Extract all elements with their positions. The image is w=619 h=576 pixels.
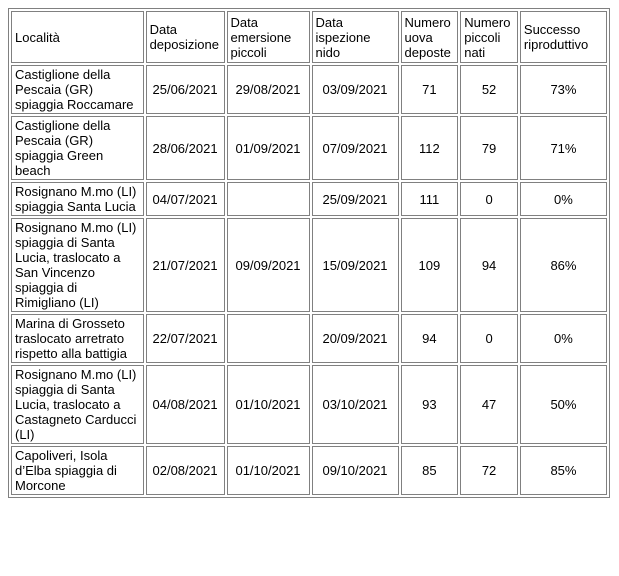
header-row: Località Data deposizione Data emersione…: [11, 11, 607, 63]
eggs-count-cell: 94: [400, 314, 459, 363]
deposition-date-cell: 04/07/2021: [145, 182, 225, 216]
success-rate-cell: 85%: [519, 446, 607, 495]
eggs-count-cell: 71: [400, 65, 459, 114]
inspection-date-cell: 15/09/2021: [311, 218, 399, 312]
success-rate-cell: 0%: [519, 182, 607, 216]
header-inspection-date: Data ispezione nido: [311, 11, 399, 63]
deposition-date-cell: 28/06/2021: [145, 116, 225, 180]
table-row: Rosignano M.mo (LI) spiaggia Santa Lucia…: [11, 182, 607, 216]
eggs-count-cell: 109: [400, 218, 459, 312]
header-success-rate: Successo riproduttivo: [519, 11, 607, 63]
inspection-date-cell: 03/09/2021: [311, 65, 399, 114]
success-rate-cell: 50%: [519, 365, 607, 444]
header-hatchlings-count: Numero piccoli nati: [460, 11, 518, 63]
emergence-date-cell: [226, 314, 310, 363]
success-rate-cell: 73%: [519, 65, 607, 114]
emergence-date-cell: 01/09/2021: [226, 116, 310, 180]
table-row: Castiglione della Pescaia (GR) spiaggia …: [11, 116, 607, 180]
success-rate-cell: 71%: [519, 116, 607, 180]
table-row: Castiglione della Pescaia (GR) spiaggia …: [11, 65, 607, 114]
emergence-date-cell: [226, 182, 310, 216]
deposition-date-cell: 04/08/2021: [145, 365, 225, 444]
hatchlings-count-cell: 0: [460, 182, 518, 216]
header-locality: Località: [11, 11, 144, 63]
inspection-date-cell: 09/10/2021: [311, 446, 399, 495]
hatchlings-count-cell: 47: [460, 365, 518, 444]
locality-cell: Castiglione della Pescaia (GR) spiaggia …: [11, 116, 144, 180]
success-rate-cell: 86%: [519, 218, 607, 312]
hatchlings-count-cell: 72: [460, 446, 518, 495]
deposition-date-cell: 21/07/2021: [145, 218, 225, 312]
locality-cell: Rosignano M.mo (LI) spiaggia di Santa Lu…: [11, 218, 144, 312]
nesting-results-table: Località Data deposizione Data emersione…: [8, 8, 610, 498]
success-rate-cell: 0%: [519, 314, 607, 363]
locality-cell: Rosignano M.mo (LI) spiaggia di Santa Lu…: [11, 365, 144, 444]
eggs-count-cell: 85: [400, 446, 459, 495]
locality-cell: Castiglione della Pescaia (GR) spiaggia …: [11, 65, 144, 114]
table-row: Rosignano M.mo (LI) spiaggia di Santa Lu…: [11, 365, 607, 444]
deposition-date-cell: 02/08/2021: [145, 446, 225, 495]
locality-cell: Capoliveri, Isola d’Elba spiaggia di Mor…: [11, 446, 144, 495]
hatchlings-count-cell: 0: [460, 314, 518, 363]
eggs-count-cell: 112: [400, 116, 459, 180]
emergence-date-cell: 29/08/2021: [226, 65, 310, 114]
hatchlings-count-cell: 79: [460, 116, 518, 180]
hatchlings-count-cell: 94: [460, 218, 518, 312]
deposition-date-cell: 25/06/2021: [145, 65, 225, 114]
table-row: Rosignano M.mo (LI) spiaggia di Santa Lu…: [11, 218, 607, 312]
table-row: Marina di Grosseto traslocato arretrato …: [11, 314, 607, 363]
emergence-date-cell: 01/10/2021: [226, 446, 310, 495]
inspection-date-cell: 25/09/2021: [311, 182, 399, 216]
eggs-count-cell: 111: [400, 182, 459, 216]
inspection-date-cell: 03/10/2021: [311, 365, 399, 444]
header-emergence-date: Data emersione piccoli: [226, 11, 310, 63]
deposition-date-cell: 22/07/2021: [145, 314, 225, 363]
eggs-count-cell: 93: [400, 365, 459, 444]
locality-cell: Marina di Grosseto traslocato arretrato …: [11, 314, 144, 363]
header-deposition-date: Data deposizione: [145, 11, 225, 63]
emergence-date-cell: 09/09/2021: [226, 218, 310, 312]
hatchlings-count-cell: 52: [460, 65, 518, 114]
table-row: Capoliveri, Isola d’Elba spiaggia di Mor…: [11, 446, 607, 495]
inspection-date-cell: 07/09/2021: [311, 116, 399, 180]
locality-cell: Rosignano M.mo (LI) spiaggia Santa Lucia: [11, 182, 144, 216]
emergence-date-cell: 01/10/2021: [226, 365, 310, 444]
inspection-date-cell: 20/09/2021: [311, 314, 399, 363]
header-eggs-count: Numero uova deposte: [400, 11, 459, 63]
